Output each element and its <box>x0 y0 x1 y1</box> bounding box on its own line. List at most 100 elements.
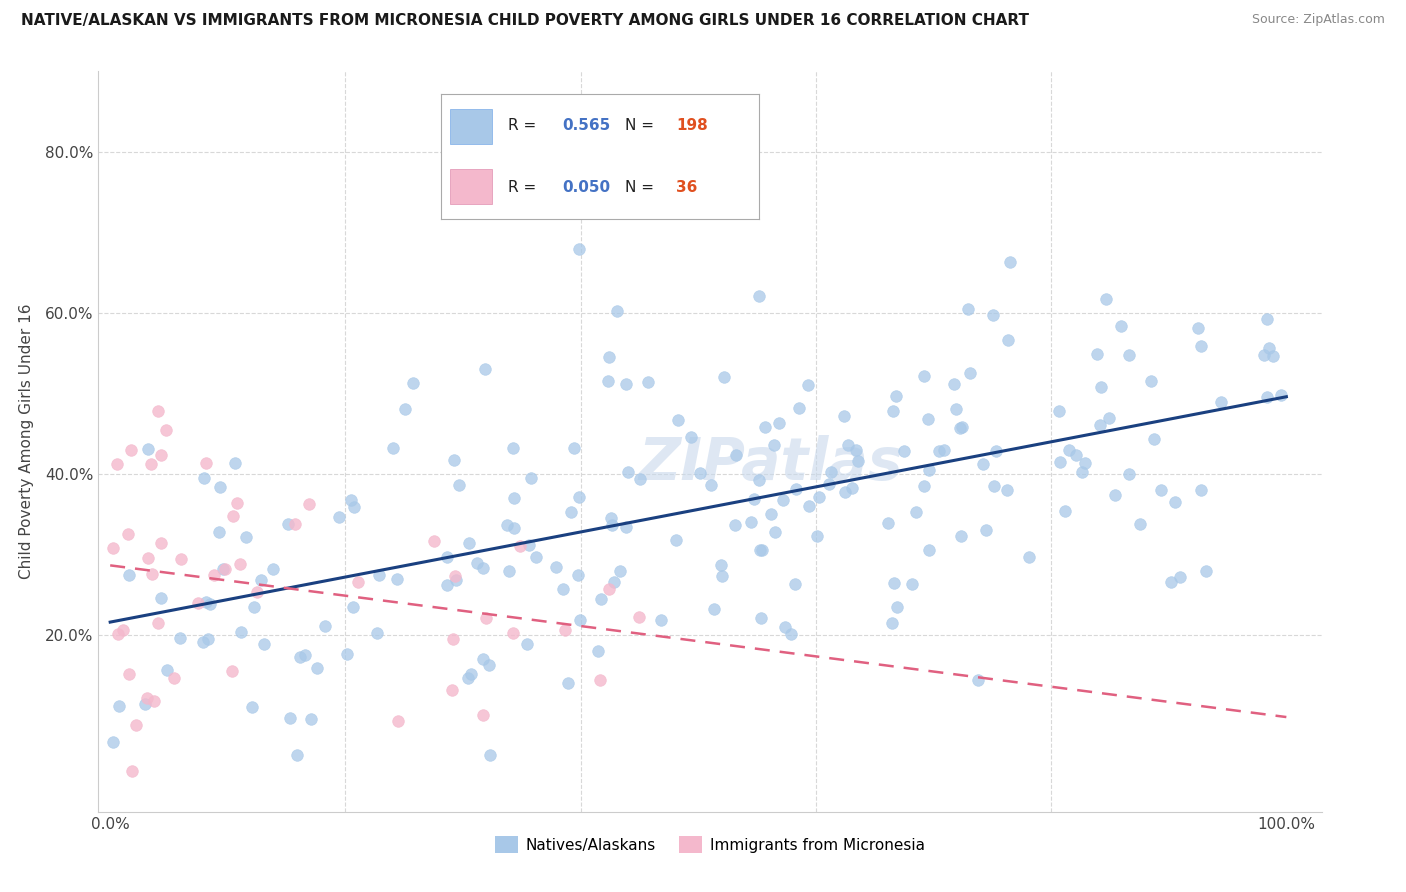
Point <box>586 644 609 658</box>
Point <box>998 255 1021 269</box>
Text: Source: ZipAtlas.com: Source: ZipAtlas.com <box>1251 13 1385 27</box>
Point <box>387 714 409 728</box>
Point <box>214 562 236 576</box>
Point <box>883 575 905 590</box>
Point <box>912 479 935 493</box>
Point <box>1143 432 1166 446</box>
Point <box>1150 483 1173 497</box>
Point <box>775 620 797 634</box>
Point <box>336 648 359 662</box>
Point <box>765 524 787 539</box>
Point <box>139 457 162 471</box>
Point <box>117 527 139 541</box>
Point <box>1140 374 1163 388</box>
Point <box>1109 318 1132 333</box>
Point <box>467 557 489 571</box>
Point <box>519 471 541 485</box>
Point <box>169 631 191 645</box>
Point <box>751 542 773 557</box>
Point <box>366 626 388 640</box>
Point <box>1160 574 1182 589</box>
Point <box>1164 495 1187 509</box>
Point <box>105 457 128 471</box>
Point <box>832 409 855 423</box>
Point <box>918 542 941 557</box>
Point <box>666 413 689 427</box>
Point <box>650 614 672 628</box>
Point <box>101 541 124 555</box>
Point <box>134 697 156 711</box>
Point <box>877 516 900 530</box>
Point <box>250 573 273 587</box>
Point <box>949 420 972 434</box>
Point <box>224 456 246 470</box>
Point <box>118 666 141 681</box>
Point <box>385 572 408 586</box>
Point <box>785 482 807 496</box>
Point <box>1253 348 1275 362</box>
Point <box>222 508 245 523</box>
Point <box>567 242 589 256</box>
Point <box>1057 442 1080 457</box>
Point <box>517 538 540 552</box>
Point <box>285 748 308 763</box>
Point <box>1071 465 1094 479</box>
Point <box>277 516 299 531</box>
Point <box>1118 348 1140 362</box>
Point <box>596 374 619 388</box>
Point <box>342 599 364 614</box>
Point <box>305 661 328 675</box>
Point <box>783 577 806 591</box>
Point <box>444 569 467 583</box>
Point <box>609 564 631 578</box>
Point <box>893 443 915 458</box>
Point <box>423 533 446 548</box>
Point <box>471 652 494 666</box>
Point <box>1118 467 1140 481</box>
Point <box>240 699 263 714</box>
Point <box>761 508 783 522</box>
Point <box>394 402 416 417</box>
Point <box>882 404 904 418</box>
Point <box>449 477 471 491</box>
Point <box>472 708 495 723</box>
Point <box>841 481 863 495</box>
Point <box>243 600 266 615</box>
Point <box>108 699 131 714</box>
Point <box>544 559 567 574</box>
Point <box>207 524 229 539</box>
Point <box>509 540 531 554</box>
Point <box>637 375 659 389</box>
Point <box>1049 455 1071 469</box>
Point <box>603 574 626 589</box>
Point <box>789 401 811 416</box>
Point <box>724 448 747 462</box>
Point <box>589 592 612 607</box>
Point <box>554 623 576 637</box>
Point <box>124 718 146 732</box>
Point <box>1066 448 1088 462</box>
Point <box>474 610 496 624</box>
Point <box>294 648 316 663</box>
Point <box>516 637 538 651</box>
Point <box>884 389 907 403</box>
Point <box>981 308 1004 322</box>
Point <box>1258 342 1281 356</box>
Point <box>231 624 253 639</box>
Point <box>343 500 366 514</box>
Point <box>972 458 994 472</box>
Point <box>928 443 950 458</box>
Point <box>156 663 179 677</box>
Point <box>339 493 361 508</box>
Point <box>155 423 177 437</box>
Point <box>1129 517 1152 532</box>
Point <box>136 550 159 565</box>
Point <box>997 333 1019 347</box>
Point <box>111 623 134 637</box>
Point <box>1104 488 1126 502</box>
Point <box>457 536 479 550</box>
Point <box>943 377 966 392</box>
Point <box>103 735 125 749</box>
Point <box>457 671 479 685</box>
Point <box>146 615 169 630</box>
